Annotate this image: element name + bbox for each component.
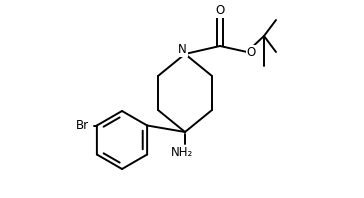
Text: O: O (215, 4, 225, 17)
Text: NH₂: NH₂ (171, 146, 193, 159)
Text: O: O (247, 46, 256, 58)
Text: N: N (178, 43, 187, 56)
Text: Br: Br (76, 119, 89, 132)
